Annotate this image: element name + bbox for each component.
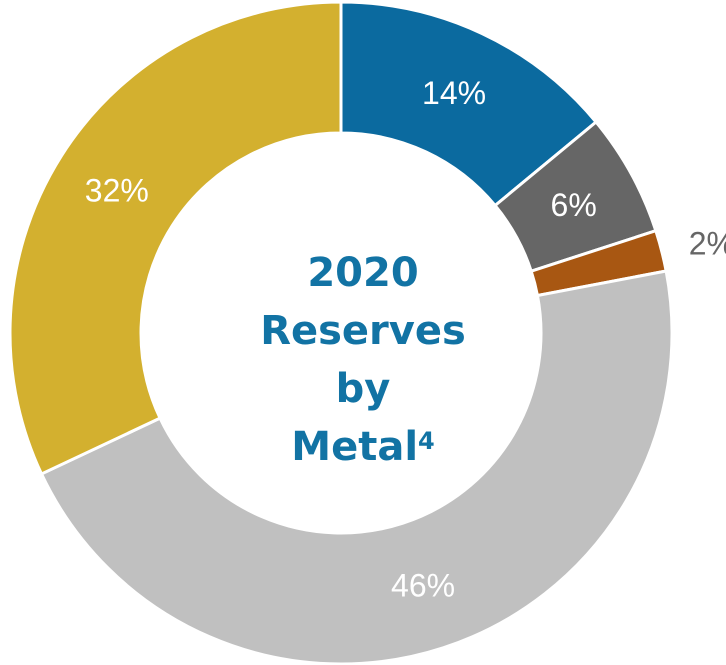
slice-label-1: 6% <box>551 187 597 223</box>
title-line-4: Metal4 <box>0 419 726 475</box>
slice-4 <box>8 0 343 476</box>
slice-label-2: 2% <box>689 226 726 262</box>
slice-label-0: 14% <box>422 75 486 111</box>
slice-3 <box>39 269 674 665</box>
title-line-3: by <box>335 366 391 412</box>
title-superscript: 4 <box>418 427 435 455</box>
title-line-4-text: Metal <box>291 424 419 470</box>
title-line-2: Reserves <box>260 308 466 354</box>
title-line-1: 2020 <box>307 250 419 296</box>
slice-label-4: 32% <box>85 173 149 209</box>
slice-label-3: 46% <box>391 568 455 604</box>
slice-0 <box>339 0 599 208</box>
